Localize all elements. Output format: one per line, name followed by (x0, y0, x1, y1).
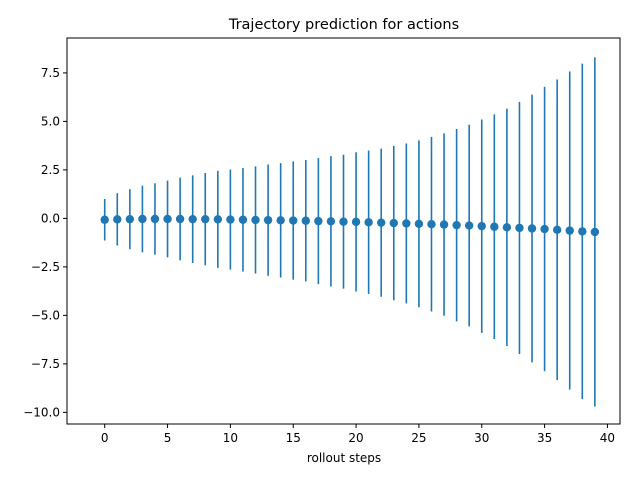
data-point (314, 216, 323, 226)
data-point (263, 215, 273, 225)
data-point (502, 223, 512, 232)
data-point (188, 214, 197, 224)
y-tick-label: 5.0 (41, 114, 60, 128)
data-point (389, 218, 398, 228)
x-tick-label: 0 (101, 431, 109, 445)
data-point (326, 217, 336, 226)
x-tick-label: 25 (411, 431, 426, 445)
plot-frame (66, 37, 621, 425)
y-tick-label: −5.0 (31, 308, 60, 322)
data-point (100, 215, 109, 224)
data-point (427, 220, 436, 229)
x-tick-label: 35 (537, 431, 552, 445)
data-point (251, 215, 260, 225)
x-tick-label: 5 (164, 431, 172, 445)
data-point (464, 221, 474, 230)
data-point (515, 223, 524, 233)
x-tick-label: 10 (223, 431, 238, 445)
data-point (590, 227, 600, 237)
data-point (213, 215, 223, 224)
data-point (301, 216, 310, 225)
data-point (540, 224, 549, 234)
data-point (552, 225, 562, 235)
y-tick-label: 0.0 (41, 211, 60, 225)
y-tick-label: 2.5 (41, 163, 60, 177)
data-point (452, 220, 461, 230)
data-point (578, 227, 587, 236)
data-point (565, 226, 574, 235)
data-point (439, 220, 449, 229)
data-point (226, 215, 235, 224)
y-tick-label: 7.5 (41, 66, 60, 80)
y-axis: −10.0 −7.5 −5.0 −2.5 0.0 2.5 5.0 7.5 (23, 66, 67, 419)
y-tick-label: −2.5 (31, 260, 60, 274)
chart-title: Trajectory prediction for actions (228, 17, 459, 33)
data-point (289, 216, 298, 225)
data-point (276, 216, 285, 225)
y-tick-label: −7.5 (31, 357, 60, 371)
data-point (150, 214, 160, 224)
data-point (125, 214, 135, 224)
data-point (414, 219, 424, 229)
x-tick-label: 15 (286, 431, 301, 445)
x-tick-label: 20 (348, 431, 363, 445)
data-point (113, 215, 122, 224)
data-point (477, 221, 486, 231)
x-tick-label: 30 (474, 431, 489, 445)
data-point (377, 218, 386, 227)
data-point (238, 215, 248, 224)
data-point (527, 224, 537, 233)
data-point (163, 214, 172, 224)
data-point (490, 222, 499, 231)
x-tick-label: 40 (600, 431, 615, 445)
data-point (175, 214, 185, 224)
plot-area (100, 57, 600, 407)
x-axis: 0 5 10 15 20 25 30 35 40 (101, 424, 615, 445)
x-axis-title: rollout steps (307, 451, 381, 465)
data-point (364, 218, 373, 227)
data-point (339, 217, 348, 226)
y-tick-label: −10.0 (23, 405, 60, 419)
data-point (138, 214, 147, 224)
data-point (402, 219, 411, 228)
data-point (351, 217, 361, 227)
data-point (201, 214, 210, 224)
